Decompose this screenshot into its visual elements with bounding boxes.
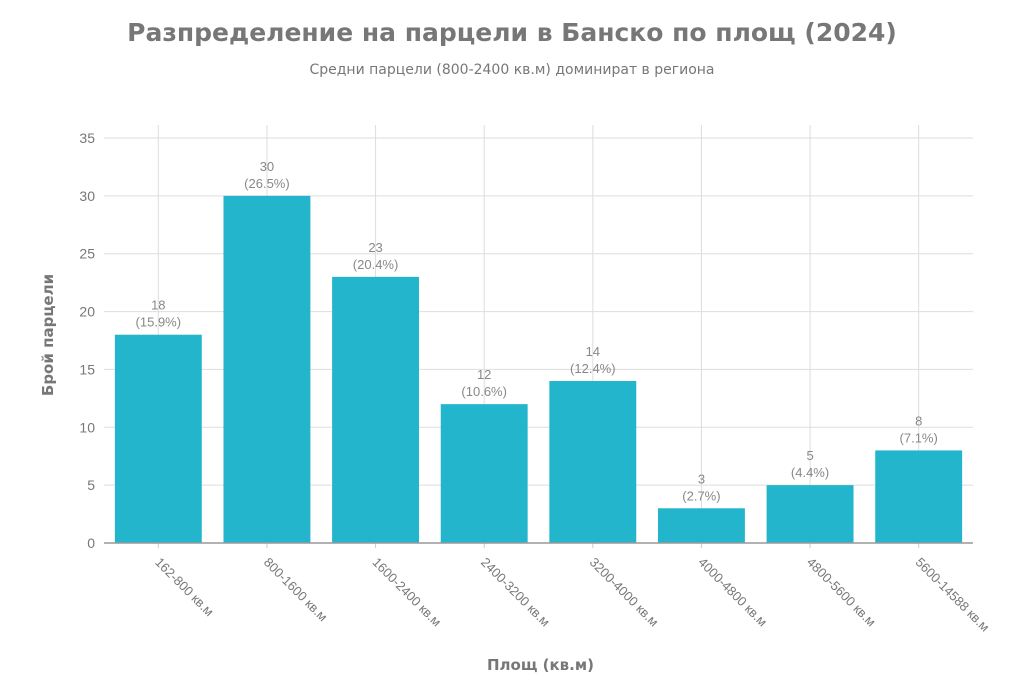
x-tick-label: 800-1600 кв.м: [261, 555, 331, 625]
bar: [114, 334, 202, 543]
x-tick-label: 1600-2400 кв.м: [369, 555, 444, 630]
bar-value-label: 8: [915, 413, 922, 428]
bar-value-label: 5: [806, 448, 813, 463]
data-labels: 18 (15.9%) 30 (26.5%) 23 (20.4%) 12 (10.6%) 14 (1…: [136, 159, 938, 503]
bar-percent-label: (2.7%): [682, 488, 720, 503]
x-tick-label: 2400-3200 кв.м: [478, 555, 553, 630]
chart-subtitle: Средни парцели (800-2400 кв.м) доминират…: [309, 62, 715, 78]
chart-title: Разпределение на парцели в Банско по пло…: [127, 18, 897, 47]
y-tick-label: 25: [79, 246, 95, 262]
bar: [875, 450, 963, 543]
x-axis-label: Площ (кв.м): [487, 656, 594, 674]
bar: [657, 508, 745, 543]
bar-percent-label: (12.4%): [570, 361, 616, 376]
y-tick-label: 0: [87, 535, 95, 551]
x-tick-label: 4000-4800 кв.м: [695, 555, 770, 630]
x-tick-label: 4800-5600 кв.м: [804, 555, 879, 630]
y-tick-label: 20: [79, 304, 95, 320]
bar: [440, 404, 528, 543]
y-tick-label: 15: [79, 361, 95, 377]
bar: [332, 276, 420, 543]
bar: [766, 485, 854, 543]
bar: [549, 381, 637, 543]
bar-value-label: 12: [477, 367, 491, 382]
y-tick-label: 30: [79, 188, 95, 204]
bar-percent-label: (10.6%): [461, 384, 507, 399]
bars: [114, 195, 963, 543]
bar-percent-label: (4.4%): [791, 465, 829, 480]
x-axis-ticks: 162-800 кв.м 800-1600 кв.м 1600-2400 кв.м 2…: [104, 542, 993, 635]
x-tick-label: 162-800 кв.м: [152, 555, 217, 620]
bar-value-label: 30: [260, 159, 274, 174]
y-tick-label: 35: [79, 130, 95, 146]
y-tick-label: 10: [79, 419, 95, 435]
bar-percent-label: (20.4%): [353, 257, 399, 272]
bar-percent-label: (15.9%): [136, 315, 182, 330]
bar-value-label: 14: [586, 344, 600, 359]
bar-value-label: 18: [151, 298, 165, 313]
y-tick-label: 5: [87, 477, 95, 493]
x-tick-label: 3200-4000 кв.м: [587, 555, 662, 630]
bar: [223, 195, 311, 543]
bar-value-label: 23: [368, 240, 382, 255]
x-tick-label: 5600-14588 кв.м: [913, 555, 993, 635]
bar-percent-label: (26.5%): [244, 176, 290, 191]
bar-value-label: 3: [698, 471, 705, 486]
y-axis-ticks: 0 5 10 15 20 25 30 35: [79, 130, 95, 551]
bar-percent-label: (7.1%): [900, 430, 938, 445]
